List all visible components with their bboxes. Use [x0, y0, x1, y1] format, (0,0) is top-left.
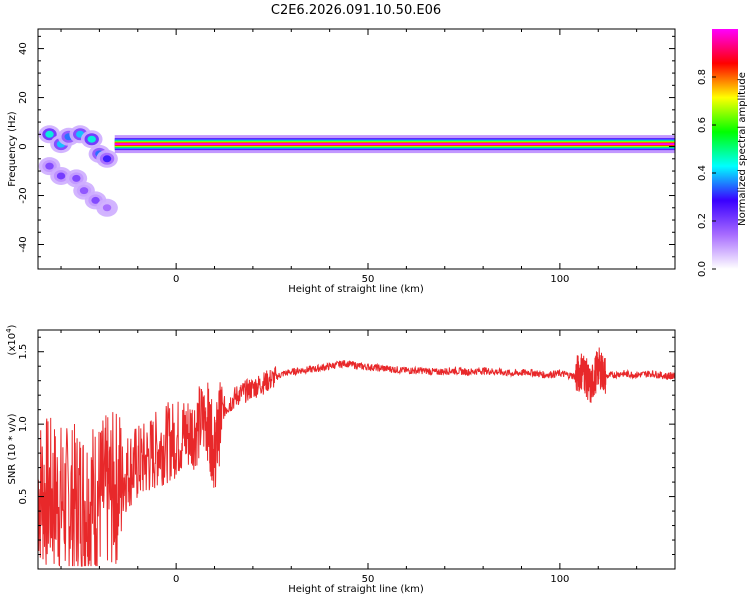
spectrogram-frame — [37, 28, 676, 270]
snr-y-label: SNR (10 * v/v) — [7, 413, 18, 484]
colorbar-tick-label: 0.4 — [697, 165, 708, 181]
snr-y-tick-label: 0.5 — [18, 489, 29, 505]
figure-title: C2E6.2026.091.10.50.E06 — [271, 3, 441, 18]
spectrogram-y-tick-label: 40 — [18, 42, 29, 55]
snr-panel: 0 50 100 0.5 1.0 1.5 Height of straight line … — [5, 324, 676, 595]
colorbar-bar — [712, 29, 738, 269]
snr-y-tick-label: 1.5 — [18, 344, 29, 360]
snr-series-line — [38, 347, 675, 567]
spectrogram-x-tick-label: 100 — [550, 274, 569, 285]
spectrogram-blob — [45, 130, 54, 138]
spectrogram-x-tick-label: 50 — [362, 274, 375, 285]
colorbar-label: Normalized spectral amplitude — [737, 72, 748, 226]
colorbar-tick-label: 0.8 — [697, 69, 708, 85]
spectrogram-blob — [87, 135, 96, 143]
spectrogram-panel: 0 50 100 -40 -20 0 20 40 Height of straight lin… — [7, 28, 676, 295]
spectrogram-ridge-band — [114, 143, 675, 146]
colorbar-ticks: 0.0 0.2 0.4 0.6 0.8 — [697, 69, 716, 277]
colorbar: 0.0 0.2 0.4 0.6 0.8 Normalized spectral ampl… — [697, 29, 748, 277]
spectrogram-blob — [56, 172, 66, 180]
snr-y-multiplier-close: ) — [7, 324, 18, 328]
snr-frame — [37, 329, 676, 570]
colorbar-tick-label: 0.2 — [697, 213, 708, 229]
snr-x-label: Height of straight line (km) — [288, 584, 424, 595]
snr-y-multiplier-base: (x10 — [7, 333, 18, 356]
snr-x-tick-label: 50 — [362, 574, 375, 585]
colorbar-tick-label: 0.0 — [697, 261, 708, 277]
spectrogram-blob — [102, 155, 112, 163]
spectrogram-blob — [72, 174, 81, 182]
snr-y-tick-label: 1.0 — [18, 416, 29, 432]
spectrogram-y-tick-label: 0 — [18, 143, 29, 149]
spectrogram-x-tick-label: 0 — [173, 274, 179, 285]
spectrogram-blob — [102, 204, 112, 212]
spectrogram-blob — [91, 196, 100, 204]
spectrogram-y-tick-label: -40 — [18, 236, 29, 252]
spectrogram-x-label: Height of straight line (km) — [288, 284, 424, 295]
spectrogram-blob — [79, 187, 89, 195]
snr-y-multiplier-exp: 4 — [5, 328, 13, 333]
snr-x-tick-label: 0 — [173, 574, 179, 585]
spectrogram-blob — [45, 162, 54, 170]
colorbar-tick-label: 0.6 — [697, 117, 708, 133]
snr-marks — [38, 347, 675, 567]
spectrogram-marks — [38, 125, 675, 217]
spectrogram-y-tick-label: 20 — [18, 91, 29, 104]
snr-y-multiplier: (x104) — [5, 324, 18, 355]
spectrogram-y-tick-label: -20 — [18, 187, 29, 203]
spectrogram-y-label: Frequency (Hz) — [7, 111, 18, 187]
snr-x-tick-label: 100 — [550, 574, 569, 585]
